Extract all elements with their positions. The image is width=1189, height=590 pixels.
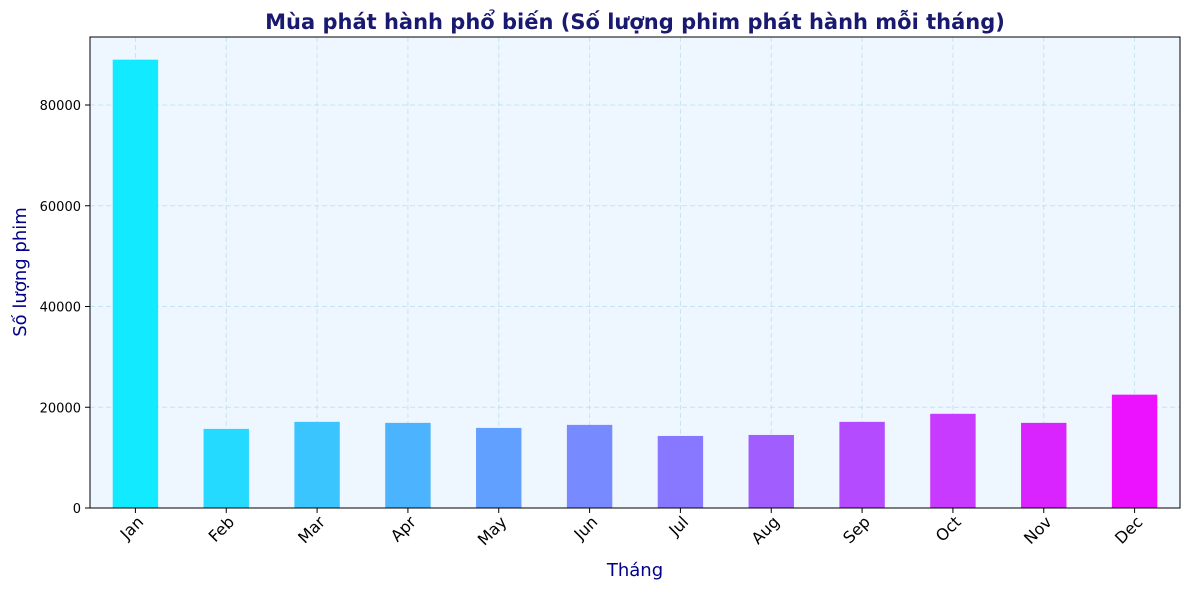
bar-mar — [294, 421, 340, 508]
bar-feb — [203, 428, 249, 508]
x-tick-label-may: May — [474, 512, 511, 549]
x-tick-label-mar: Mar — [294, 512, 329, 547]
x-axis-label: Tháng — [606, 560, 663, 581]
bar-apr — [385, 422, 431, 508]
x-tick-label-nov: Nov — [1020, 512, 1056, 548]
chart-title: Mùa phát hành phổ biến (Số lượng phim ph… — [265, 9, 1005, 34]
x-tick-label-dec: Dec — [1111, 512, 1146, 547]
x-tick-label-oct: Oct — [932, 512, 965, 545]
x-tick-label-feb: Feb — [205, 512, 238, 545]
x-tick-label-aug: Aug — [748, 512, 784, 548]
x-tick-label-jan: Jan — [116, 512, 148, 544]
y-tick-label: 60000 — [40, 200, 81, 215]
bar-sep — [839, 421, 885, 508]
bar-jun — [566, 424, 613, 508]
x-tick-label-apr: Apr — [387, 512, 420, 545]
x-tick-label-sep: Sep — [839, 512, 874, 547]
y-tick-label: 0 — [73, 502, 81, 517]
y-axis-label: Số lượng phim — [10, 207, 31, 337]
y-tick-label: 80000 — [40, 99, 81, 114]
y-tick-label: 40000 — [40, 301, 81, 316]
bar-aug — [748, 434, 794, 508]
plot-frame — [89, 36, 1181, 509]
bar-jul — [657, 435, 704, 508]
y-tick-label: 20000 — [40, 401, 81, 416]
bar-nov — [1021, 422, 1067, 508]
bars — [112, 59, 1158, 508]
x-tick-label-jul: Jul — [664, 512, 692, 540]
bar-may — [476, 427, 522, 508]
bar-jan — [112, 59, 159, 508]
bar-oct — [930, 413, 976, 508]
x-tick-label-jun: Jun — [570, 512, 602, 544]
bar-dec — [1111, 394, 1158, 508]
plot-area — [90, 37, 1180, 508]
